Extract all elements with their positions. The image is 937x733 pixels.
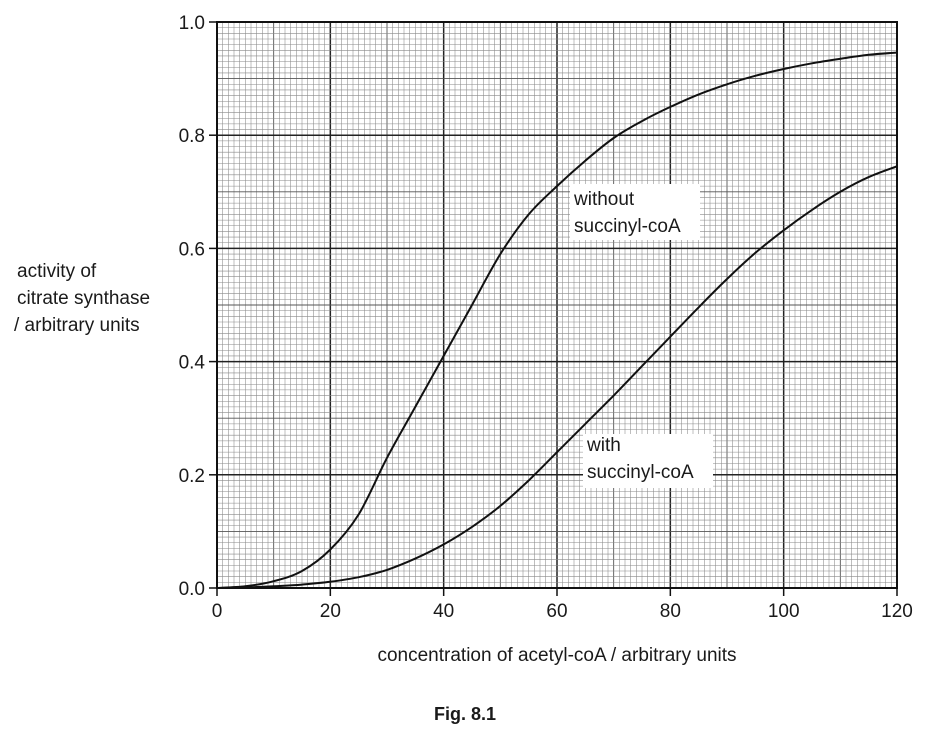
series-label-with: with succinyl-coA	[583, 434, 713, 488]
x-tick-labels: 0 20 40 60 80 100 120	[212, 588, 913, 622]
series-label-without: without succinyl-coA	[570, 184, 700, 240]
series-label-without-line1: without	[573, 189, 635, 210]
series-label-with-line1: with	[586, 435, 621, 456]
x-tick-label: 120	[881, 601, 913, 622]
series-label-with-line2: succinyl-coA	[587, 462, 694, 483]
y-axis-label-line3: / arbitrary units	[14, 315, 140, 336]
series-line-with-succinyl-coa	[216, 165, 898, 589]
y-tick-label: 0.0	[179, 579, 205, 600]
x-tick-label: 60	[546, 601, 567, 622]
y-tick-label: 0.4	[179, 353, 206, 374]
x-tick-label: 0	[212, 601, 223, 622]
series-lines	[216, 51, 898, 589]
y-axis-label-line2: citrate synthase	[17, 288, 150, 309]
figure-caption: Fig. 8.1	[434, 704, 496, 724]
series-line-without-succinyl-coa	[216, 51, 898, 589]
y-tick-label: 0.8	[179, 126, 205, 147]
grid	[216, 21, 898, 589]
y-tick-label: 0.2	[179, 466, 205, 487]
x-tick-label: 80	[660, 601, 681, 622]
y-tick-label: 0.6	[179, 239, 205, 260]
y-axis-label: activity of citrate synthase / arbitrary…	[14, 261, 150, 336]
y-tick-labels: 0.0 0.2 0.4 0.6 0.8 1.0	[179, 13, 217, 600]
x-tick-label: 40	[433, 601, 454, 622]
x-tick-label: 20	[320, 601, 341, 622]
x-axis-label: concentration of acetyl-coA / arbitrary …	[377, 645, 736, 666]
x-tick-label: 100	[768, 601, 800, 622]
y-axis-label-line1: activity of	[17, 261, 97, 282]
y-tick-label: 1.0	[179, 13, 205, 34]
series-label-without-line2: succinyl-coA	[574, 216, 681, 237]
